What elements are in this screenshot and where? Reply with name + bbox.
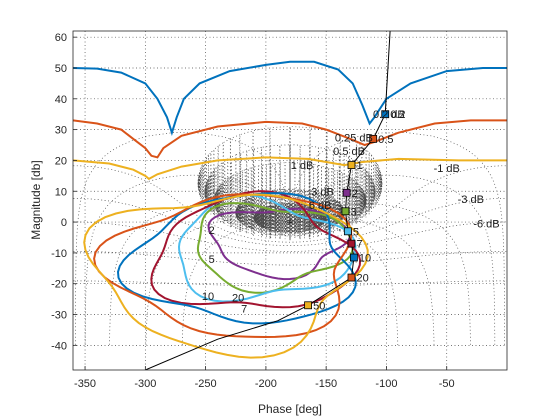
x-tick-label: -300 xyxy=(134,378,156,390)
open-loop-trace-line xyxy=(145,31,391,370)
grid-magnitude-contour xyxy=(204,144,376,240)
grid-magnitude-contour xyxy=(235,188,345,237)
grid-magnitude-contour xyxy=(73,221,507,252)
frequency-marker xyxy=(369,134,378,143)
grid-magnitude-contour xyxy=(73,280,507,287)
y-tick-label: 50 xyxy=(55,63,67,75)
grid-magnitude-contour xyxy=(73,165,507,243)
series-layer xyxy=(73,60,507,181)
frequency-marker-label: 0.5 xyxy=(378,134,393,146)
frequency-marker-label: 50 xyxy=(313,300,325,312)
grid-contour-label: 0.5 dB xyxy=(333,146,365,158)
grid-contour-label: 0.25 dB xyxy=(335,132,373,144)
contour-label: 10 xyxy=(202,291,214,303)
y-tick-label: 20 xyxy=(55,155,67,167)
x-tick-label: -200 xyxy=(255,378,277,390)
grid-contour-label: -3 dB xyxy=(458,194,484,206)
grid-phase-contour xyxy=(289,132,505,345)
contour-label: 5 xyxy=(209,254,215,266)
x-tick-label: -350 xyxy=(74,378,96,390)
y-axis-ticks: -40 -30 -20 -10 0 10 20 30 40 50 60 xyxy=(51,32,77,352)
x-tick-label: -150 xyxy=(315,378,337,390)
frequency-marker-label: 1 xyxy=(356,160,362,172)
grid-contour-label: 6 dB xyxy=(309,200,332,212)
frequency-marker-label: 5 xyxy=(353,226,359,238)
closed-loop-contour xyxy=(150,190,362,309)
grid-phase-contour xyxy=(75,132,291,345)
y-tick-label: -40 xyxy=(51,340,67,352)
closed-loop-contours xyxy=(83,190,369,359)
grid-phase-contour xyxy=(84,174,291,345)
frequency-marker-label: 2 xyxy=(352,188,358,200)
x-tick-label: -50 xyxy=(439,378,455,390)
frequency-marker xyxy=(381,110,390,119)
marker-layer: 0.2 0.5 1 2 3 57 10 20 50 xyxy=(304,109,406,312)
y-tick-label: 40 xyxy=(55,94,67,106)
frequency-marker xyxy=(347,273,356,282)
x-tick-label: -100 xyxy=(375,378,397,390)
frequency-marker xyxy=(304,301,312,310)
contour-label: 20 xyxy=(232,293,244,305)
x-axis-label: Phase [deg] xyxy=(258,402,322,416)
grid-magnitude-contour xyxy=(213,162,367,240)
closed-loop-contour xyxy=(116,192,357,325)
frequency-marker xyxy=(347,161,356,169)
frequency-marker xyxy=(342,188,351,197)
x-tick-label: -250 xyxy=(195,378,217,390)
contour-label: 7 xyxy=(241,303,247,315)
critical-point-marker: + xyxy=(287,217,293,229)
grid-contour-label: -6 dB xyxy=(473,219,499,231)
grid-contour-label: 1 dB xyxy=(291,160,314,172)
series-line-3 xyxy=(73,156,507,181)
x-axis-ticks: -350 -300 -250 -200 -150 -100 -50 xyxy=(74,366,455,390)
y-tick-label: 0 xyxy=(61,217,67,229)
closed-loop-contour xyxy=(83,193,369,359)
grid-contour-label: 0.2 dB xyxy=(373,109,405,121)
y-tick-label: -10 xyxy=(51,248,67,260)
closed-loop-contour xyxy=(177,193,357,303)
frequency-marker-label: 10 xyxy=(359,253,371,265)
grid-magnitude-contour xyxy=(73,198,507,246)
grid-phase-contour xyxy=(289,174,496,345)
y-axis-label: Magnitude [db] xyxy=(29,160,43,239)
frequency-marker xyxy=(343,227,352,236)
frequency-marker xyxy=(341,207,350,216)
contour-label: 2 xyxy=(209,225,215,237)
frequency-marker xyxy=(347,239,356,248)
series-line-2 xyxy=(73,119,507,159)
frequency-marker-label: 20 xyxy=(356,273,368,285)
y-tick-label: 30 xyxy=(55,125,67,137)
frequency-marker-label: 3 xyxy=(350,206,356,218)
y-tick-label: -30 xyxy=(51,310,67,322)
y-tick-label: 10 xyxy=(55,186,67,198)
annotation-layer: +0.2 dB0.25 dB 0.5 dB 1 dB -1 dB 3 dB 6 dB -3 … xyxy=(202,109,500,315)
grid-magnitude-contour xyxy=(253,203,327,233)
series-line-1 xyxy=(73,60,507,137)
grid-contour-label: 3 dB xyxy=(311,186,334,198)
frequency-marker xyxy=(349,253,358,262)
open-loop-trace xyxy=(145,31,391,370)
y-tick-label: -20 xyxy=(51,279,67,291)
axes-box xyxy=(72,30,508,371)
grid-contour-label: -1 dB xyxy=(434,163,460,175)
frequency-marker-label: 0.2 xyxy=(390,109,405,121)
y-tick-label: 60 xyxy=(55,32,67,44)
frequency-marker-label: 7 xyxy=(356,239,362,251)
